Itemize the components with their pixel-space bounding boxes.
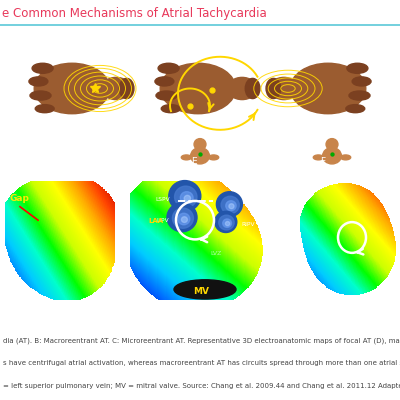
Text: = left superior pulmonary vein; MV = mitral valve. Source: Chang et al. 2009.44 : = left superior pulmonary vein; MV = mit…	[3, 383, 400, 389]
Ellipse shape	[35, 105, 54, 113]
Circle shape	[174, 186, 197, 208]
Ellipse shape	[158, 63, 179, 73]
Ellipse shape	[245, 78, 260, 98]
Text: LIPV: LIPV	[156, 218, 169, 223]
Ellipse shape	[340, 155, 351, 160]
Ellipse shape	[208, 155, 219, 160]
Text: F: F	[320, 158, 325, 166]
Circle shape	[215, 211, 237, 232]
Ellipse shape	[191, 148, 209, 164]
Ellipse shape	[174, 280, 236, 299]
Text: RIPV: RIPV	[241, 222, 254, 226]
Ellipse shape	[349, 91, 370, 100]
Ellipse shape	[119, 78, 134, 98]
Circle shape	[167, 203, 197, 232]
Text: Gap: Gap	[10, 194, 30, 203]
Circle shape	[194, 139, 206, 150]
Circle shape	[182, 217, 187, 222]
Circle shape	[216, 192, 242, 217]
Circle shape	[180, 192, 193, 204]
Circle shape	[226, 201, 236, 211]
Ellipse shape	[352, 77, 371, 86]
Circle shape	[229, 204, 234, 209]
Circle shape	[219, 215, 234, 230]
Circle shape	[326, 139, 338, 150]
Ellipse shape	[155, 77, 174, 86]
Ellipse shape	[290, 63, 366, 114]
Ellipse shape	[313, 155, 324, 160]
Circle shape	[178, 213, 190, 225]
Text: RSPV: RSPV	[247, 204, 262, 209]
Text: C: C	[288, 30, 294, 40]
Circle shape	[225, 222, 230, 226]
Text: dia (AT). B: Macroreentrant AT. C: Microreentrant AT. Representative 3D electroa: dia (AT). B: Macroreentrant AT. C: Micro…	[3, 338, 400, 344]
Text: LAA: LAA	[148, 218, 163, 224]
Ellipse shape	[266, 78, 281, 98]
Text: E: E	[191, 158, 197, 166]
Ellipse shape	[181, 155, 192, 160]
Circle shape	[223, 219, 232, 228]
Text: MV: MV	[193, 287, 209, 296]
Text: e Common Mechanisms of Atrial Tachycardia: e Common Mechanisms of Atrial Tachycardi…	[2, 7, 267, 20]
Ellipse shape	[156, 91, 177, 100]
Ellipse shape	[29, 77, 48, 86]
Ellipse shape	[161, 105, 180, 113]
Ellipse shape	[227, 77, 257, 100]
Ellipse shape	[269, 77, 298, 100]
Ellipse shape	[160, 63, 236, 114]
Ellipse shape	[32, 63, 53, 73]
Circle shape	[172, 208, 194, 228]
Ellipse shape	[34, 63, 110, 114]
Circle shape	[184, 195, 190, 202]
Ellipse shape	[102, 77, 131, 100]
Text: s have centrifugal atrial activation, whereas macroreentrant AT has circuits spr: s have centrifugal atrial activation, wh…	[3, 360, 400, 366]
Text: LVZ: LVZ	[210, 251, 221, 256]
Circle shape	[169, 180, 201, 211]
Text: LSPV: LSPV	[155, 196, 170, 202]
Circle shape	[221, 196, 239, 214]
Ellipse shape	[323, 148, 341, 164]
Ellipse shape	[30, 91, 51, 100]
Ellipse shape	[347, 63, 368, 73]
Text: B: B	[158, 30, 164, 40]
Ellipse shape	[346, 105, 365, 113]
